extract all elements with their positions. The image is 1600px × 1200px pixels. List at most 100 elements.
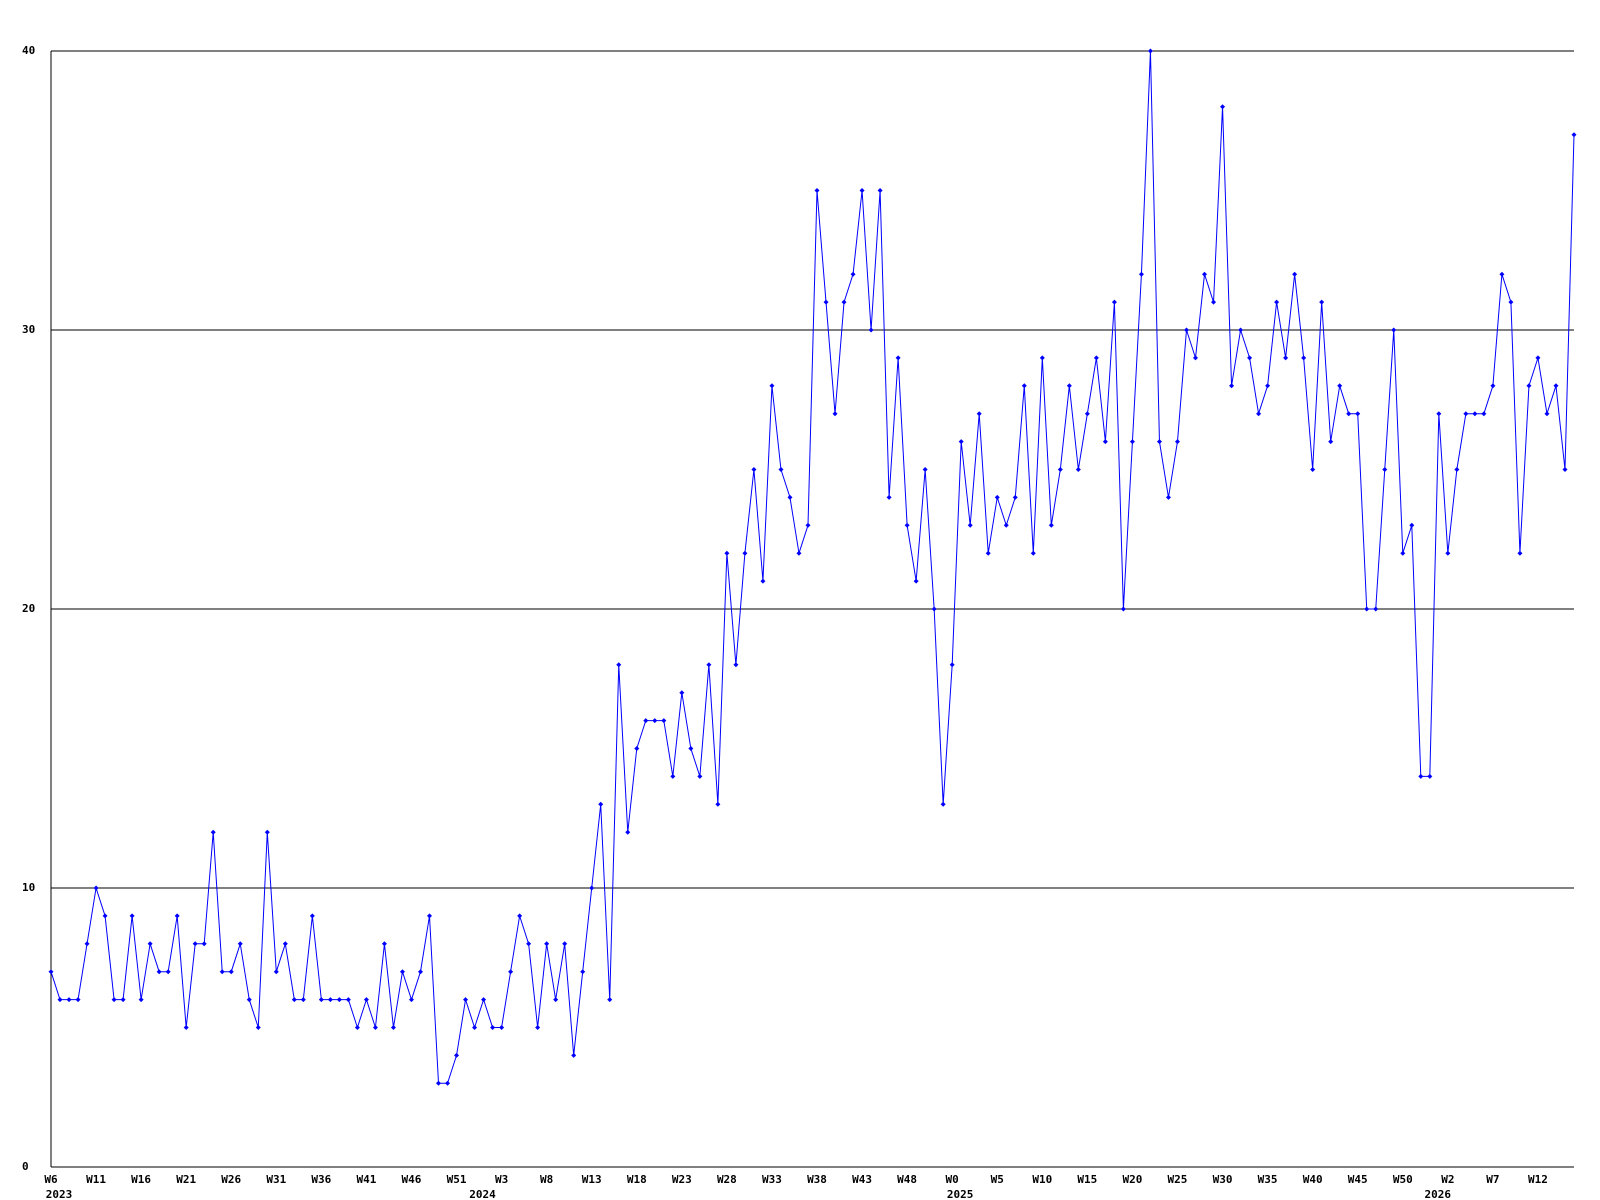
x-tick-label: W46 <box>402 1173 422 1186</box>
x-tick-label: W7 <box>1486 1173 1499 1186</box>
data-point <box>589 885 595 891</box>
data-point <box>1463 411 1469 417</box>
year-label: 2026 <box>1425 1188 1452 1200</box>
x-tick-label: W12 <box>1528 1173 1548 1186</box>
data-point <box>787 494 793 500</box>
data-point <box>823 299 829 305</box>
data-point <box>318 997 324 1003</box>
data-point <box>1535 355 1541 361</box>
data-point <box>886 494 892 500</box>
data-point <box>1012 494 1018 500</box>
data-point <box>1310 467 1316 472</box>
x-tick-label: W48 <box>897 1173 917 1186</box>
x-tick-label: W30 <box>1213 1173 1233 1186</box>
data-point <box>877 188 883 193</box>
data-point <box>138 997 144 1003</box>
data-point <box>859 188 865 193</box>
data-point <box>841 299 847 305</box>
data-point <box>282 941 288 947</box>
x-tick-label: W8 <box>540 1173 553 1186</box>
data-point <box>75 997 81 1003</box>
data-point <box>526 941 532 947</box>
data-point <box>300 997 306 1003</box>
data-point <box>580 969 586 975</box>
data-point <box>426 913 432 919</box>
data-point <box>1364 606 1370 612</box>
data-point <box>219 969 225 975</box>
y-tick-label: 10 <box>22 881 35 894</box>
data-point <box>733 662 739 668</box>
data-point <box>1120 606 1126 612</box>
x-tick-label: W38 <box>807 1173 827 1186</box>
data-point <box>1391 327 1397 333</box>
x-tick-label: W28 <box>717 1173 737 1186</box>
data-point <box>535 1025 541 1030</box>
x-tick-label: W33 <box>762 1173 782 1186</box>
data-point <box>1346 411 1352 417</box>
data-point <box>1138 271 1144 277</box>
data-point <box>1427 773 1433 779</box>
data-point <box>390 1025 396 1030</box>
data-point <box>210 829 216 835</box>
data-point <box>832 411 838 417</box>
data-point <box>57 997 63 1003</box>
data-point <box>1517 550 1523 556</box>
x-tick-label: W15 <box>1077 1173 1097 1186</box>
data-point <box>544 941 550 947</box>
data-point <box>751 467 757 472</box>
data-point <box>706 662 712 668</box>
data-point <box>1319 299 1325 305</box>
data-point <box>408 997 414 1003</box>
data-point <box>1238 327 1244 333</box>
data-point <box>1021 383 1027 389</box>
x-tick-label: W40 <box>1303 1173 1323 1186</box>
data-point <box>760 578 766 584</box>
data-point <box>102 913 108 919</box>
data-point <box>1039 355 1045 361</box>
x-tick-label: W16 <box>131 1173 151 1186</box>
x-tick-label: W13 <box>582 1173 602 1186</box>
x-tick-label: W35 <box>1258 1173 1278 1186</box>
data-point <box>904 522 910 528</box>
data-point <box>1355 411 1361 417</box>
data-point <box>120 997 126 1003</box>
data-point <box>1562 467 1568 472</box>
data-point <box>1057 467 1063 472</box>
data-point <box>1147 48 1153 54</box>
data-point <box>490 1025 496 1030</box>
data-point <box>246 997 252 1003</box>
data-point <box>1544 411 1550 417</box>
x-tick-label: W45 <box>1348 1173 1368 1186</box>
data-point <box>688 746 694 751</box>
data-point <box>796 550 802 556</box>
x-tick-label: W26 <box>221 1173 241 1186</box>
data-point <box>1093 355 1099 361</box>
data-point <box>562 941 568 947</box>
data-point <box>958 439 964 445</box>
data-point <box>111 997 117 1003</box>
data-point <box>1075 467 1081 472</box>
data-point <box>967 522 973 528</box>
data-point <box>1454 467 1460 472</box>
data-point <box>336 997 342 1003</box>
data-point <box>697 773 703 779</box>
x-tick-label: W6 <box>44 1173 58 1186</box>
data-point <box>715 801 721 807</box>
data-point <box>1445 550 1451 556</box>
data-point <box>399 969 405 975</box>
data-point <box>652 718 658 724</box>
data-point <box>228 969 234 975</box>
data-point <box>517 913 523 919</box>
data-point <box>1490 383 1496 389</box>
data-point <box>1129 439 1135 445</box>
data-point <box>454 1052 460 1058</box>
data-point <box>463 997 469 1003</box>
x-tick-label: W5 <box>991 1173 1004 1186</box>
data-point <box>1102 439 1108 445</box>
data-point <box>1048 522 1054 528</box>
data-point <box>949 662 955 668</box>
data-point <box>1436 411 1442 417</box>
data-point <box>643 718 649 724</box>
data-point <box>156 969 162 975</box>
data-point <box>1481 411 1487 417</box>
